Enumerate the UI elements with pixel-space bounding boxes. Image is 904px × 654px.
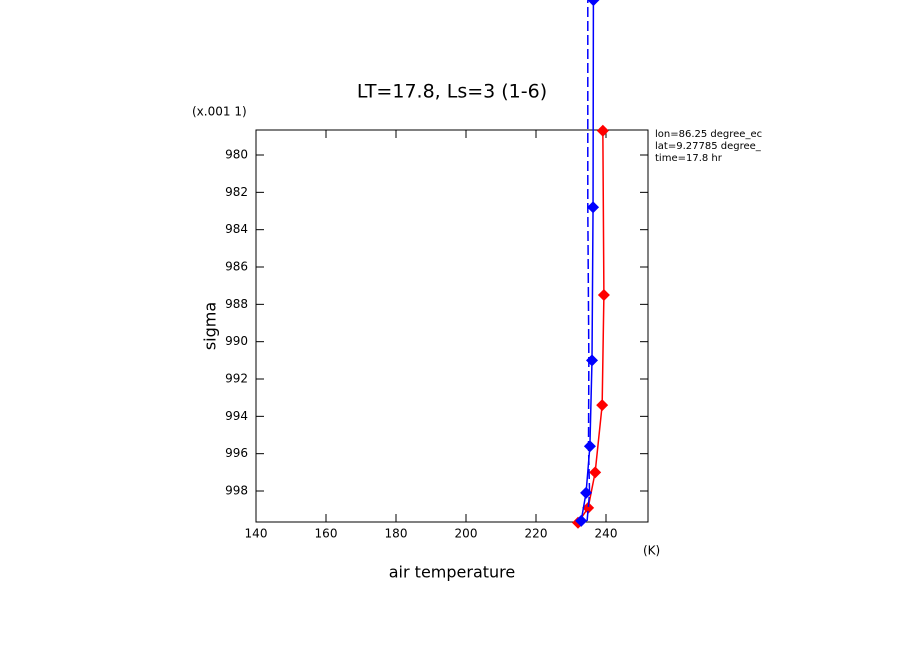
- series-line: [586, 0, 591, 521]
- x-tick-label: 180: [385, 527, 408, 541]
- y-tick-label: 996: [225, 446, 248, 460]
- point-marker: [587, 201, 600, 214]
- point-marker: [575, 514, 588, 527]
- x-tick-label: 220: [525, 527, 548, 541]
- point-marker: [583, 440, 596, 453]
- y-tick-label: 986: [225, 260, 248, 274]
- chart-title: LT=17.8, Ls=3 (1-6): [357, 81, 547, 103]
- y-axis-label: sigma: [201, 302, 220, 350]
- y-tick-label: 994: [225, 409, 248, 423]
- y-tick-label: 982: [225, 185, 248, 199]
- y-tick-label: 992: [225, 372, 248, 386]
- point-marker: [582, 501, 595, 514]
- point-marker: [589, 466, 602, 479]
- x-tick-label: 140: [245, 527, 268, 541]
- y-tick-label: 990: [225, 334, 248, 348]
- x-tick-label: 240: [595, 527, 618, 541]
- x-axis-label: air temperature: [389, 563, 515, 582]
- y-tick-label: 988: [225, 297, 248, 311]
- point-marker: [596, 124, 609, 137]
- point-marker: [596, 399, 609, 412]
- plot-frame: [255, 129, 649, 523]
- annotation: lat=9.27785 degree_: [655, 141, 762, 152]
- y-tick-label: 984: [225, 222, 248, 236]
- x-tick-label: 200: [455, 527, 478, 541]
- x-tick-label: 160: [315, 527, 338, 541]
- annotation: time=17.8 hr: [655, 153, 723, 164]
- point-marker: [597, 289, 610, 302]
- point-marker: [587, 0, 600, 7]
- annotation: lon=86.25 degree_ec: [655, 129, 762, 140]
- x-unit-label: (K): [643, 544, 660, 558]
- y-scale-label: (x.001 1): [192, 105, 247, 119]
- y-tick-label: 998: [225, 484, 248, 498]
- y-tick-label: 980: [225, 148, 248, 162]
